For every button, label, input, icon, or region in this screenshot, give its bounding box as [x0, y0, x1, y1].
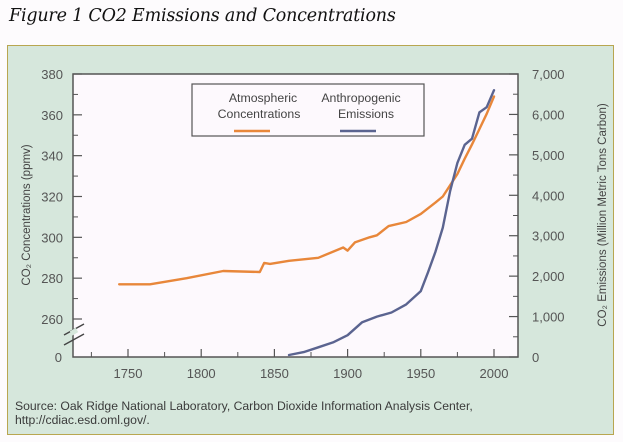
y-tick-label: 280 — [41, 271, 63, 286]
y2-tick-label: 2,000 — [532, 269, 565, 284]
y2-tick-label: 7,000 — [532, 67, 565, 82]
x-tick-label: 1900 — [333, 366, 362, 381]
x-tick-label: 1850 — [260, 366, 289, 381]
y2-tick-label: 3,000 — [532, 229, 565, 244]
source-line-1: Source: Oak Ridge National Laboratory, C… — [15, 399, 473, 413]
series-layer — [117, 88, 496, 357]
y2-tick-label: 5,000 — [532, 148, 565, 163]
legend-box — [191, 83, 425, 137]
source-line-2: http://cdiac.esd.oml.gov/. — [15, 413, 150, 427]
legend-label-emissions-2: Emissions — [338, 107, 394, 121]
y-axis-break-marker — [63, 323, 85, 346]
x-tick-label: 1950 — [406, 366, 435, 381]
y-tick-label: 300 — [41, 230, 63, 245]
y2-tick-label: 6,000 — [532, 107, 565, 122]
y2-axis-title: CO₂ Emissions (Million Metric Tons Carbo… — [597, 103, 609, 327]
legend-label-concentrations-1: Atmospheric — [229, 91, 297, 105]
y-tick-label: 360 — [41, 108, 63, 123]
y-axis-left: 260 280 300 320 340 360 380 — [41, 67, 82, 327]
series-line-concentrations — [117, 95, 496, 286]
figure-title: Figure 1 CO2 Emissions and Concentration… — [9, 6, 396, 26]
series-line-emissions — [287, 88, 496, 357]
y-axis-right: 0 1,000 2,000 3,000 4,000 5,000 6,000 7,000 — [509, 67, 565, 365]
y-tick-label-zero: 0 — [55, 350, 62, 365]
x-axis: 1750 1800 1850 1900 1950 2000 — [90, 349, 509, 381]
legend-label-emissions-1: Anthropogenic — [321, 91, 400, 105]
x-tick-label: 2000 — [480, 366, 509, 381]
y-tick-label: 380 — [41, 67, 63, 82]
y-tick-label: 260 — [41, 312, 63, 327]
y2-tick-label: 0 — [532, 350, 539, 365]
y2-tick-label: 4,000 — [532, 188, 565, 203]
source-note: Source: Oak Ridge National Laboratory, C… — [15, 399, 615, 427]
y2-tick-label: 1,000 — [532, 310, 565, 325]
y-axis-title: CO₂ Concentrations (ppmv) — [21, 144, 33, 285]
x-tick-label: 1750 — [114, 366, 143, 381]
y-tick-label: 340 — [41, 149, 63, 164]
x-tick-label: 1800 — [187, 366, 216, 381]
y-tick-label: 320 — [41, 190, 63, 205]
legend: Atmospheric Concentrations Anthropogenic… — [191, 83, 425, 137]
legend-label-concentrations-2: Concentrations — [218, 107, 301, 121]
